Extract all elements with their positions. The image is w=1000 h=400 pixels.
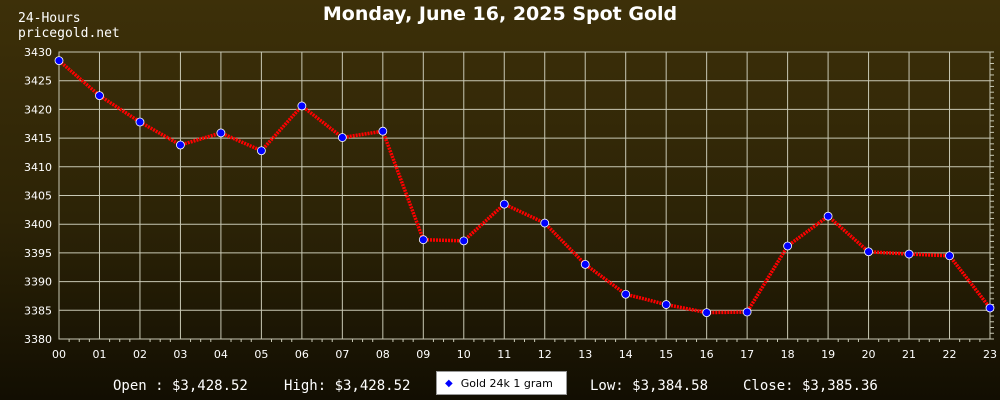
y-tick-label: 3415	[24, 132, 52, 145]
data-point	[256, 146, 266, 156]
x-tick-label: 00	[52, 348, 66, 361]
x-tick-label: 07	[335, 348, 349, 361]
x-tick-label: 14	[619, 348, 633, 361]
x-tick-label: 05	[254, 348, 268, 361]
data-point	[176, 140, 185, 150]
legend-marker-icon: ◆	[445, 377, 453, 389]
x-tick-label: 20	[862, 348, 876, 361]
data-point	[823, 211, 833, 221]
data-point	[216, 128, 226, 138]
x-tick-label: 06	[295, 348, 309, 361]
data-point	[540, 218, 550, 228]
x-tick-label: 04	[214, 348, 228, 361]
y-tick-label: 3420	[24, 103, 52, 116]
grid-layer	[58, 51, 994, 342]
data-point	[661, 300, 671, 309]
y-tick-label: 3425	[24, 75, 52, 88]
x-tick-label: 21	[902, 348, 916, 361]
x-tick-label: 01	[92, 348, 106, 361]
low-label: Low: $3,384.58	[590, 378, 709, 394]
x-tick-label: 12	[538, 348, 552, 361]
data-point	[499, 199, 509, 209]
data-point	[297, 101, 307, 111]
high-label: High: $3,428.52	[284, 378, 411, 394]
data-point	[702, 308, 712, 317]
open-label: Open : $3,428.52	[113, 378, 248, 394]
y-tick-label: 3405	[24, 190, 52, 203]
x-tick-label: 02	[133, 348, 147, 361]
period-label: 24-Hours	[18, 11, 81, 26]
series-line	[57, 59, 992, 315]
legend-series-name: Gold 24k 1 gram	[460, 376, 553, 390]
data-point	[54, 56, 64, 66]
data-point	[621, 289, 631, 299]
legend: ◆ Gold 24k 1 gram	[436, 371, 567, 395]
x-tick-label: 17	[740, 348, 754, 361]
site-label: pricegold.net	[18, 26, 120, 41]
x-tick-label: 09	[416, 348, 430, 361]
data-point	[985, 303, 995, 313]
data-point	[418, 235, 428, 245]
data-point	[864, 247, 873, 257]
data-point	[378, 126, 388, 136]
x-tick-label: 15	[659, 348, 673, 361]
x-tick-label: 23	[983, 348, 997, 361]
data-point	[459, 236, 469, 246]
data-point	[337, 133, 347, 142]
y-tick-label: 3430	[24, 46, 52, 59]
x-tick-label: 16	[700, 348, 714, 361]
y-tick-label: 3410	[24, 161, 52, 174]
x-tick-label: 08	[376, 348, 390, 361]
y-tick-label: 3395	[24, 247, 52, 260]
x-tick-label: 11	[497, 348, 511, 361]
data-point	[95, 91, 104, 101]
chart-title: Monday, June 16, 2025 Spot Gold	[322, 3, 678, 25]
data-point	[580, 259, 590, 269]
y-tick-label: 3400	[24, 218, 52, 231]
series-layer	[54, 56, 995, 317]
axis-layer: 3380 3385 3390 3395 3400 3405 3410 3415 3420 3425…	[24, 46, 997, 361]
data-point	[135, 117, 145, 127]
data-point	[783, 241, 793, 251]
x-tick-label: 03	[173, 348, 187, 361]
y-tick-label: 3380	[24, 333, 52, 346]
y-tick-label: 3390	[24, 276, 52, 289]
data-point	[904, 249, 914, 259]
x-tick-label: 19	[821, 348, 835, 361]
x-tick-label: 22	[943, 348, 957, 361]
y-tick-label: 3385	[24, 304, 52, 317]
x-tick-label: 10	[457, 348, 471, 361]
close-label: Close: $3,385.36	[743, 378, 878, 394]
data-point	[742, 307, 752, 317]
x-tick-label: 13	[578, 348, 592, 361]
data-point	[945, 251, 954, 261]
x-tick-label: 18	[781, 348, 795, 361]
